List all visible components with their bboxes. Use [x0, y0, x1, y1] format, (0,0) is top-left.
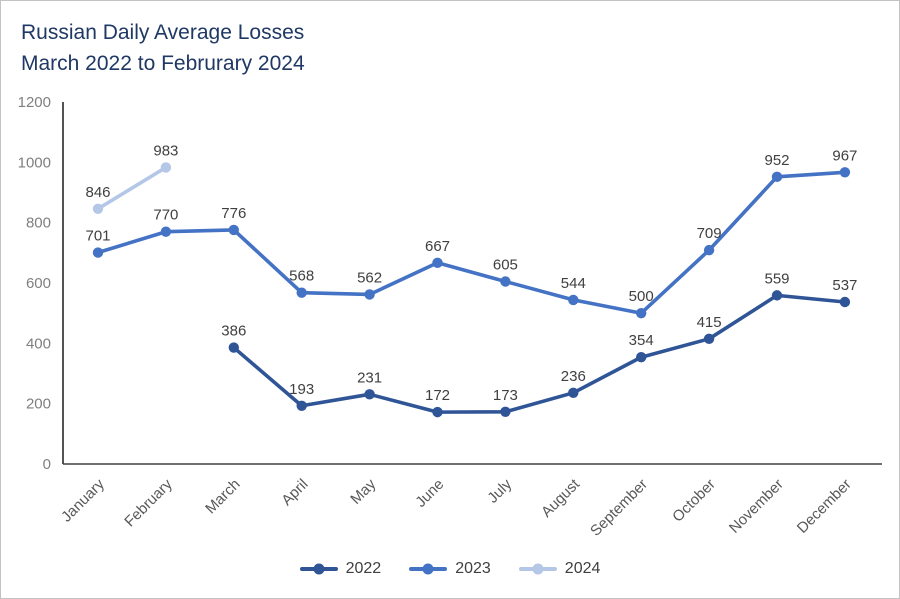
data-label: 231	[357, 369, 382, 386]
data-label: 544	[561, 275, 586, 292]
data-point-2023	[636, 307, 647, 319]
data-point-2023	[432, 257, 443, 268]
legend-line-marker-icon	[409, 563, 448, 575]
data-point-2023	[500, 276, 511, 287]
legend-dot-icon	[422, 563, 434, 575]
data-label: 193	[289, 381, 314, 398]
data-label: 559	[764, 270, 789, 287]
data-label: 562	[357, 269, 382, 286]
data-label: 354	[629, 332, 654, 349]
chart-title: Russian Daily Average Losses March 2022 …	[21, 17, 305, 79]
series-line-2022	[232, 293, 847, 414]
data-point-2024	[160, 162, 172, 173]
legend-line-marker-icon	[518, 563, 557, 575]
data-point-2023	[839, 167, 851, 178]
data-point-2023	[92, 247, 104, 258]
data-label: 701	[85, 228, 110, 245]
data-point-2022	[568, 387, 579, 399]
data-label: 667	[425, 238, 450, 255]
x-axis-label: November	[726, 476, 787, 537]
y-tick-label: 1000	[18, 154, 51, 171]
data-label: 568	[289, 268, 314, 285]
data-point-2022	[771, 290, 783, 301]
series-line-2023	[96, 170, 847, 315]
data-label: 172	[425, 387, 450, 404]
data-point-2022	[839, 296, 851, 308]
chart-title-line1: Russian Daily Average Losses	[21, 21, 305, 44]
legend-dot-icon	[313, 563, 325, 575]
x-axis-label: April	[278, 476, 311, 509]
data-label: 983	[153, 142, 178, 159]
x-axis-label: September	[587, 476, 651, 540]
x-axis-label: February	[121, 475, 176, 530]
data-point-2022	[228, 342, 239, 353]
legend-item-2022: 2022	[299, 560, 382, 578]
legend-item-2024: 2024	[518, 560, 601, 578]
x-axis-label: July	[484, 475, 515, 506]
data-point-2023	[771, 171, 783, 183]
data-label: 952	[764, 152, 789, 169]
data-point-2023	[160, 226, 172, 237]
legend-line-marker-icon	[299, 563, 338, 575]
chart-title-line2: March 2022 to Februrary 2024	[21, 52, 305, 75]
legend-label-2022: 2022	[345, 560, 382, 577]
x-axis-label: August	[538, 475, 584, 521]
data-label: 776	[221, 205, 246, 222]
data-point-2023	[296, 287, 307, 298]
data-label: 709	[697, 225, 722, 242]
data-label: 386	[221, 323, 246, 340]
x-axis-label: March	[202, 476, 243, 517]
data-point-2023	[364, 289, 375, 300]
data-point-2022	[296, 400, 307, 411]
data-label: 500	[629, 288, 654, 305]
y-tick-label: 0	[43, 456, 51, 473]
data-label: 236	[561, 368, 586, 385]
data-point-2022	[432, 406, 443, 418]
series-line-2024	[96, 165, 168, 211]
y-tick-label: 400	[26, 335, 51, 352]
data-label: 770	[153, 207, 178, 224]
data-point-2023	[228, 224, 239, 236]
data-point-2022	[500, 406, 511, 418]
x-axis-label: January	[58, 475, 108, 525]
data-label: 967	[832, 147, 857, 164]
data-label: 173	[493, 387, 518, 404]
x-axis-label: October	[669, 476, 719, 526]
y-tick-label: 600	[26, 275, 51, 292]
data-point-2022	[703, 333, 715, 345]
legend-label-2024: 2024	[564, 560, 601, 577]
data-label: 415	[697, 314, 722, 331]
data-label: 537	[832, 277, 857, 294]
legend-item-2023: 2023	[409, 560, 491, 578]
x-axis-label: May	[347, 475, 379, 507]
chart-legend: 2022 2023 2024	[1, 560, 899, 578]
data-label: 846	[85, 184, 110, 201]
y-tick-label: 1200	[18, 94, 51, 111]
data-point-2023	[703, 244, 715, 256]
line-chart: 0 200 400 600 800 1000 1200 January February Marc…	[18, 94, 882, 540]
legend-label-2023: 2023	[455, 560, 491, 577]
data-point-2023	[568, 294, 579, 306]
y-tick-label: 200	[26, 396, 51, 413]
legend-dot-icon	[532, 563, 544, 575]
x-axis-label: December	[794, 476, 855, 537]
data-label: 605	[493, 256, 518, 273]
y-tick-label: 800	[26, 215, 51, 232]
data-point-2022	[636, 352, 647, 363]
data-point-2024	[92, 203, 104, 214]
data-point-2022	[364, 389, 375, 400]
x-axis-label: June	[412, 476, 447, 511]
